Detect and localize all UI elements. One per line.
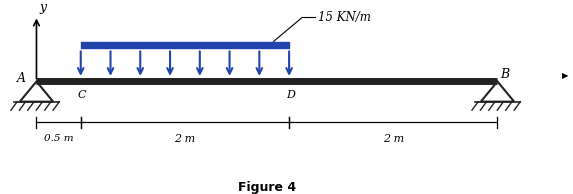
Text: y: y — [39, 1, 46, 14]
Text: C: C — [77, 90, 86, 100]
Text: 15 KN/m: 15 KN/m — [318, 11, 371, 24]
Text: D: D — [286, 90, 295, 100]
Text: A: A — [17, 72, 26, 85]
Text: B: B — [500, 68, 509, 81]
Text: 0.5 m: 0.5 m — [44, 134, 73, 143]
Text: ▶: ▶ — [562, 71, 568, 80]
Text: 2 m: 2 m — [383, 134, 404, 144]
Text: Figure 4: Figure 4 — [238, 180, 296, 194]
Text: 2 m: 2 m — [174, 134, 195, 144]
